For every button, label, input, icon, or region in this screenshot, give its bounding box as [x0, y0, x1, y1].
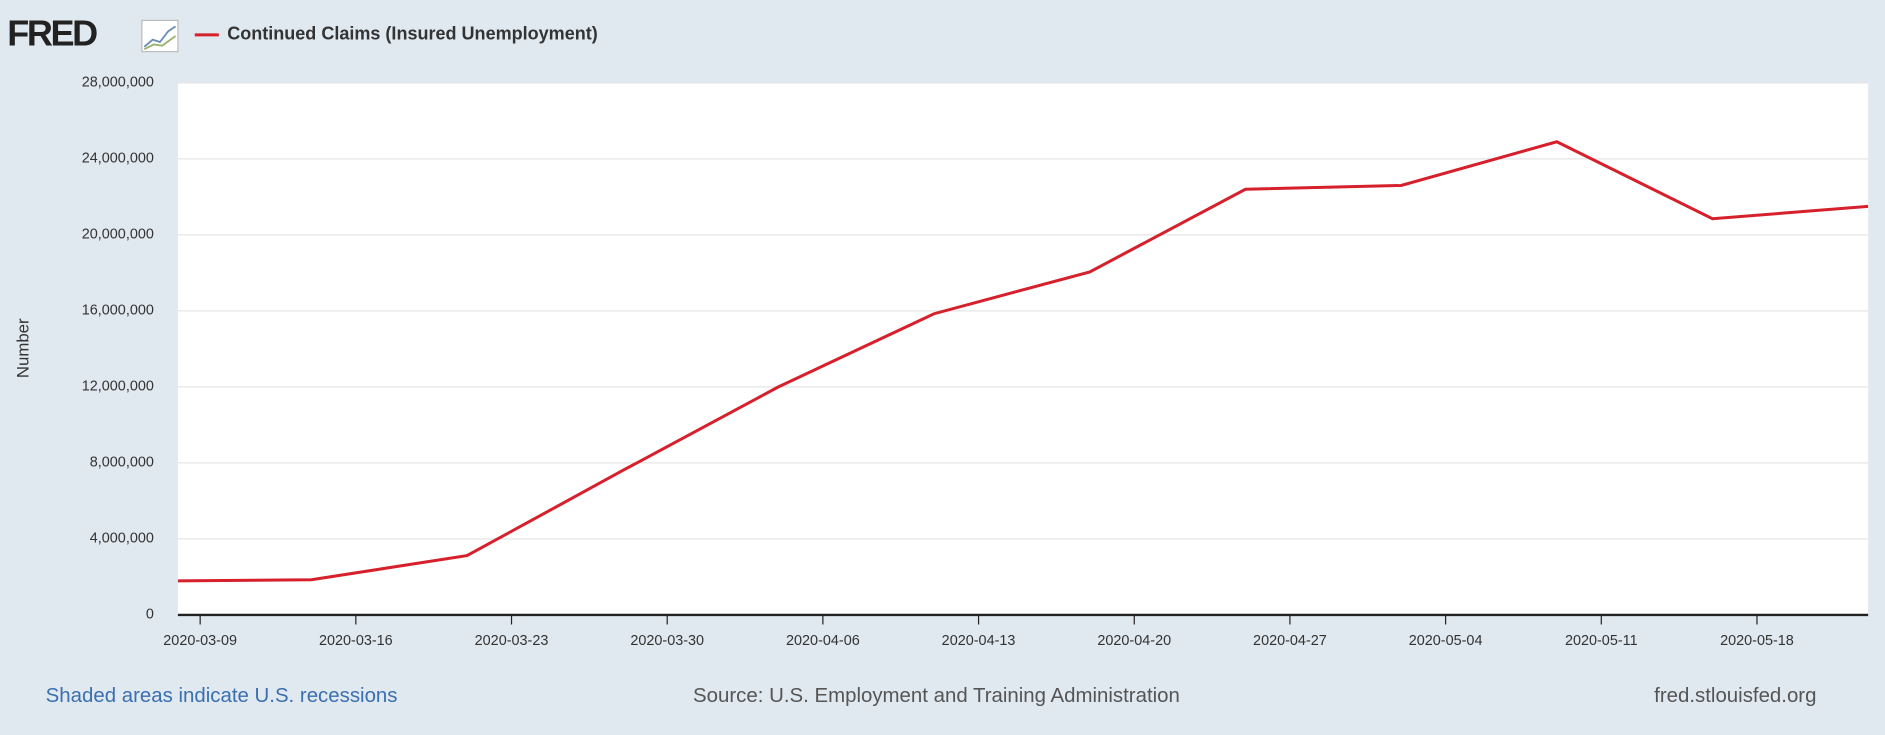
- source: Source: U.S. Employment and Training Adm…: [693, 685, 1180, 707]
- logo-icon: [141, 19, 179, 53]
- x-tick-label: 2020-04-27: [1253, 633, 1327, 649]
- x-tick-label: 2020-03-23: [475, 633, 549, 649]
- x-tick-label: 2020-05-04: [1409, 633, 1483, 649]
- x-tick-label: 2020-04-06: [786, 633, 860, 649]
- site: fred.stlouisfed.org: [1654, 685, 1816, 707]
- y-tick-label: 0: [146, 607, 154, 623]
- y-tick-label: 8,000,000: [90, 455, 154, 471]
- y-tick-label: 4,000,000: [90, 531, 154, 547]
- y-tick-label: 20,000,000: [82, 227, 154, 243]
- x-tick-label: 2020-03-30: [630, 633, 704, 649]
- logo: FRED: [7, 13, 97, 54]
- y-tick-label: 16,000,000: [82, 303, 154, 319]
- x-tick-label: 2020-03-16: [319, 633, 393, 649]
- y-tick-label: 24,000,000: [82, 151, 154, 167]
- y-axis-label: Number: [13, 318, 32, 378]
- x-tick-label: 2020-04-20: [1097, 633, 1171, 649]
- y-tick-label: 12,000,000: [82, 379, 154, 395]
- x-tick-label: 2020-05-11: [1565, 633, 1638, 649]
- x-tick-label: 2020-04-13: [942, 633, 1016, 649]
- x-tick-label: 2020-05-18: [1720, 633, 1794, 649]
- plot-area: [177, 82, 1869, 615]
- x-tick-label: 2020-03-09: [163, 633, 237, 649]
- recessions-link[interactable]: Shaded areas indicate U.S. recessions: [46, 685, 398, 707]
- legend-label: Continued Claims (Insured Unemployment): [227, 24, 598, 44]
- y-tick-label: 28,000,000: [82, 75, 154, 91]
- series-line: [177, 140, 1869, 583]
